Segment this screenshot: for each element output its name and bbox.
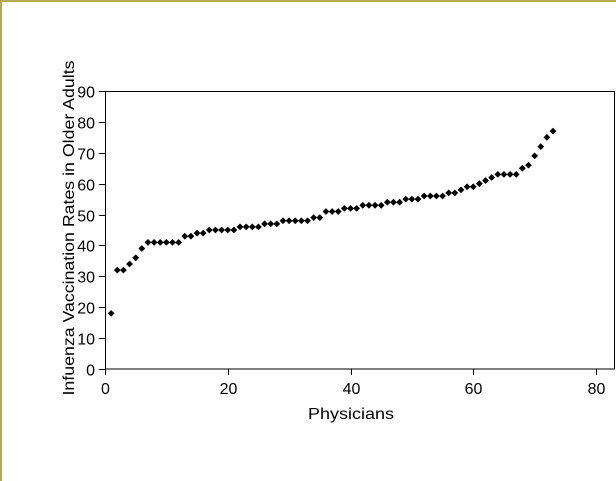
y-tick-label: 0 <box>86 363 95 380</box>
y-axis: 0 10 20 30 40 50 60 70 80 90 <box>77 85 106 380</box>
x-axis: 0 20 40 60 80 <box>101 369 606 398</box>
data-point <box>316 214 324 222</box>
x-tick-label: 60 <box>465 381 483 398</box>
data-point <box>304 217 311 225</box>
data-point <box>488 174 496 181</box>
data-point <box>371 201 379 209</box>
y-tick-label: 90 <box>77 85 95 102</box>
data-point <box>334 208 342 215</box>
data-point <box>353 204 361 212</box>
x-tick-label: 0 <box>101 381 110 398</box>
data-point <box>347 204 354 212</box>
data-point <box>267 220 275 228</box>
data-point <box>187 232 195 240</box>
y-tick-label: 20 <box>77 301 95 318</box>
data-point <box>279 217 287 225</box>
data-point <box>120 266 127 274</box>
data-point <box>212 226 219 234</box>
data-point <box>433 192 440 200</box>
data-point <box>248 223 256 231</box>
data-point <box>298 217 305 225</box>
data-point <box>445 189 453 197</box>
y-tick-label: 30 <box>77 270 95 287</box>
data-point <box>181 232 189 240</box>
data-point <box>457 186 465 194</box>
data-point <box>469 183 477 191</box>
data-point <box>377 201 385 209</box>
data-series <box>107 127 557 317</box>
data-point <box>414 195 422 203</box>
data-point <box>175 238 183 246</box>
data-point <box>396 198 403 206</box>
data-point <box>402 195 410 203</box>
data-point <box>132 254 140 262</box>
y-tick-label: 40 <box>77 239 95 256</box>
data-point <box>150 238 158 246</box>
data-point <box>107 310 115 317</box>
data-point <box>144 238 152 246</box>
data-point <box>328 208 336 215</box>
data-point <box>549 127 557 135</box>
data-point <box>506 171 514 178</box>
data-point <box>531 152 539 160</box>
data-point <box>512 171 520 178</box>
data-point <box>408 195 416 203</box>
data-point <box>236 223 244 231</box>
data-point <box>518 164 526 172</box>
data-point <box>199 229 207 237</box>
data-point <box>537 143 545 150</box>
y-axis-label: Infuenza Vaccination Rates in Older Adul… <box>61 61 78 396</box>
x-tick-label: 80 <box>588 381 606 398</box>
data-point <box>500 171 508 178</box>
data-point <box>291 217 299 225</box>
data-point <box>494 171 502 178</box>
data-point <box>205 226 213 234</box>
data-point <box>218 226 226 234</box>
y-tick-label: 50 <box>77 209 95 226</box>
data-point <box>420 192 428 200</box>
y-tick-label: 60 <box>77 178 95 195</box>
data-point <box>162 238 170 246</box>
data-point <box>475 180 483 188</box>
data-point <box>482 177 489 184</box>
y-tick-label: 10 <box>77 332 95 349</box>
x-axis-label: Physicians <box>308 406 394 423</box>
data-point <box>365 201 373 209</box>
x-tick-label: 20 <box>220 381 238 398</box>
data-point <box>439 192 446 200</box>
data-point <box>543 133 551 141</box>
plot-area <box>105 91 615 370</box>
data-point <box>340 204 348 212</box>
data-point <box>242 223 250 231</box>
data-point <box>230 226 238 234</box>
data-point <box>359 201 367 209</box>
data-point <box>169 238 176 246</box>
data-point <box>138 245 146 252</box>
data-point <box>310 214 318 222</box>
data-point <box>126 260 133 268</box>
x-tick-label: 40 <box>343 381 361 398</box>
data-point <box>113 266 121 274</box>
data-point <box>383 198 391 206</box>
y-tick-label: 70 <box>77 147 95 164</box>
data-point <box>224 226 232 234</box>
data-point <box>426 192 434 200</box>
y-tick-label: 80 <box>77 116 95 133</box>
data-point <box>525 161 532 169</box>
data-point <box>322 208 330 215</box>
data-point <box>390 198 397 206</box>
data-point <box>261 220 268 228</box>
data-point <box>156 238 164 246</box>
data-point <box>451 189 459 197</box>
data-point <box>463 183 471 191</box>
data-point <box>273 220 281 228</box>
data-point <box>193 229 201 237</box>
data-point <box>285 217 293 225</box>
data-point <box>255 223 262 231</box>
